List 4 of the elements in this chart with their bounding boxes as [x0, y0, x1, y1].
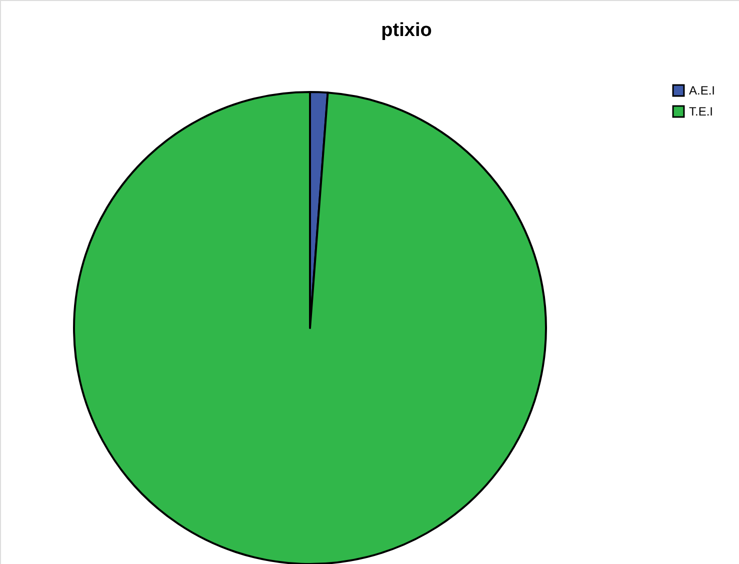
pie-slice: [73, 91, 547, 564]
chart-title: ptixio: [381, 20, 432, 41]
legend-label: A.E.I: [689, 84, 716, 98]
legend-label: T.E.I: [689, 104, 714, 118]
